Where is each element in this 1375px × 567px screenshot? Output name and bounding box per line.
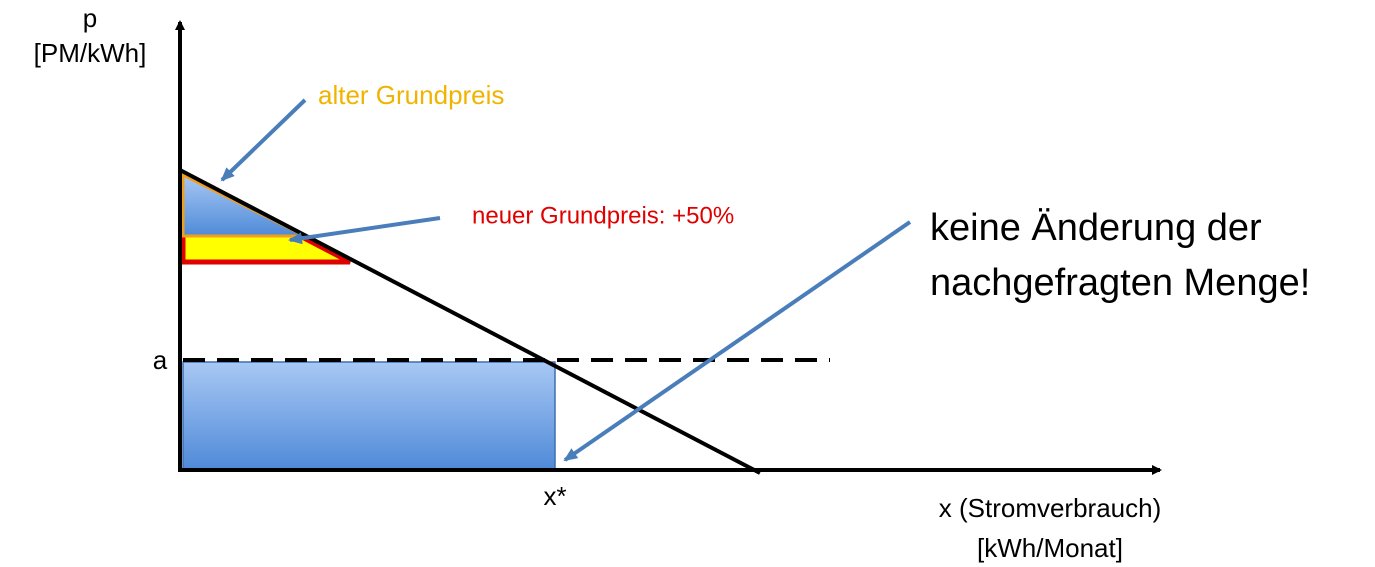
price-mark: a <box>153 345 168 375</box>
x-unit: [kWh/Monat] <box>977 533 1123 563</box>
quantity-mark: x* <box>543 481 566 511</box>
note: keine Änderung der <box>930 207 1262 249</box>
arrow <box>220 98 307 182</box>
y-unit: [PM/kWh] <box>34 38 147 68</box>
demand-curve <box>179 168 761 475</box>
expenditure-rect <box>182 361 556 471</box>
note: nachgefragten Menge! <box>930 262 1310 304</box>
arrow <box>288 216 441 245</box>
arrow <box>563 220 912 462</box>
new-fee-label: neuer Grundpreis: +50% <box>472 202 734 229</box>
x-label: x (Stromverbrauch) <box>939 493 1162 523</box>
old-fee-label: alter Grundpreis <box>318 80 504 110</box>
y-label: p <box>83 3 97 33</box>
